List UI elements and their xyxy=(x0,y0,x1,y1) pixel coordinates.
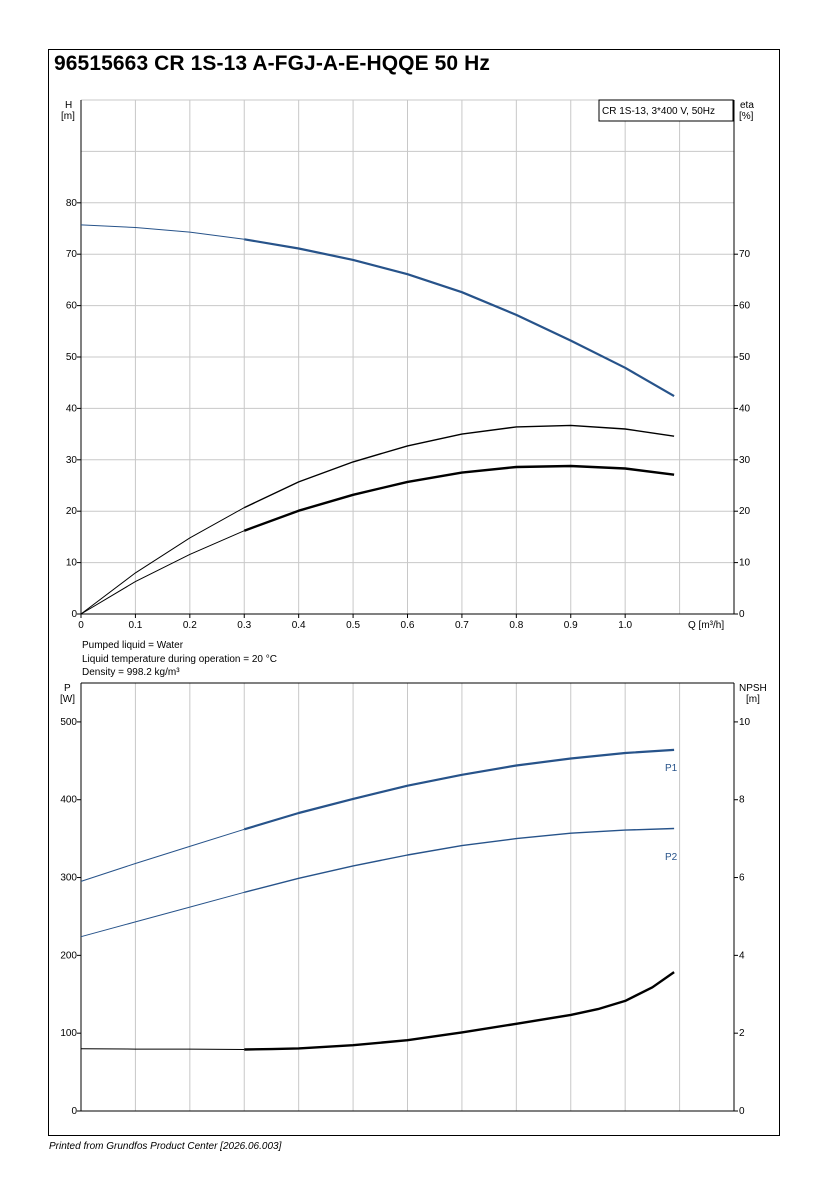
y-right-tick-label: 40 xyxy=(739,403,751,414)
y-left-tick-label: 60 xyxy=(66,301,78,312)
head-curve-thin xyxy=(80,224,245,240)
x-tick-label: 0.8 xyxy=(509,620,523,631)
y-left-tick-label: 0 xyxy=(71,609,77,620)
y-right-tick-label: 0 xyxy=(739,609,745,620)
y-left-label-name: H xyxy=(65,100,72,111)
datasheet-frame xyxy=(48,49,780,1136)
legend-box xyxy=(598,99,734,122)
efficiency-curve-secondary xyxy=(243,464,675,532)
y-left-label-unit: [W] xyxy=(60,694,75,705)
y-right-tick-label: 2 xyxy=(739,1028,745,1039)
x-tick-label: 0.9 xyxy=(564,620,578,631)
y-left-tick-label: 0 xyxy=(71,1106,77,1117)
efficiency-curve xyxy=(244,424,675,509)
y-right-tick-label: 4 xyxy=(739,950,745,961)
y-left-tick-label: 300 xyxy=(60,873,77,884)
x-tick-label: 0.5 xyxy=(346,620,360,631)
y-left-label-name: P xyxy=(64,683,71,694)
x-axis-label: Q [m³/h] xyxy=(688,620,724,631)
y-left-tick-label: 30 xyxy=(66,455,78,466)
y-right-tick-label: 70 xyxy=(739,249,751,260)
y-right-tick-label: 30 xyxy=(739,455,751,466)
legend-box-label: CR 1S-13, 3*400 V, 50Hz xyxy=(602,106,715,117)
p2-series-label: P2 xyxy=(665,852,678,863)
y-left-tick-label: 400 xyxy=(60,795,77,806)
y-left-tick-label: 80 xyxy=(66,198,78,209)
y-right-tick-label: 10 xyxy=(739,717,751,728)
note-density: Density = 998.2 kg/m³ xyxy=(82,667,180,678)
y-right-label-unit: [m] xyxy=(746,694,760,705)
x-tick-label: 0.3 xyxy=(237,620,251,631)
npsh-curve xyxy=(244,971,675,1051)
x-tick-label: 0.7 xyxy=(455,620,469,631)
y-left-tick-label: 70 xyxy=(66,249,78,260)
y-right-tick-label: 20 xyxy=(739,506,751,517)
efficiency-curve-thin xyxy=(80,507,245,615)
y-right-tick-label: 8 xyxy=(739,795,745,806)
p2-power-curve-thin xyxy=(80,891,245,938)
y-right-tick-label: 60 xyxy=(739,301,751,312)
head-curve xyxy=(244,238,675,398)
y-left-tick-label: 50 xyxy=(66,352,78,363)
head-efficiency-chart: 0 10 20 30 40 50 60 70 80 0 10 20 30 40 50 60 70 0 0.1 0.2 0… xyxy=(61,99,754,631)
y-left-label-unit: [m] xyxy=(61,111,75,122)
y-right-label-unit: [%] xyxy=(739,111,754,122)
efficiency-curve-secondary-thin xyxy=(80,530,245,615)
p1-power-curve xyxy=(243,748,675,831)
y-right-tick-label: 10 xyxy=(739,558,751,569)
y-right-tick-label: 0 xyxy=(739,1106,745,1117)
x-tick-label: 1.0 xyxy=(618,620,632,631)
y-left-tick-label: 100 xyxy=(60,1028,77,1039)
npsh-curve-thin xyxy=(80,1048,245,1050)
note-pumped-liquid: Pumped liquid = Water xyxy=(82,640,184,651)
y-left-tick-label: 20 xyxy=(66,506,78,517)
x-tick-label: 0.2 xyxy=(183,620,197,631)
note-liquid-temperature: Liquid temperature during operation = 20… xyxy=(82,654,277,665)
y-left-tick-label: 10 xyxy=(66,558,78,569)
p1-power-curve-thin xyxy=(80,828,245,882)
y-left-tick-label: 40 xyxy=(66,403,78,414)
power-npsh-chart: 0 100 200 300 400 500 0 2 4 6 8 10 P [W] NPSH [m] P… xyxy=(60,682,767,1117)
x-tick-label: 0 xyxy=(78,620,84,631)
y-right-label-name: eta xyxy=(740,100,754,111)
y-right-tick-label: 6 xyxy=(739,873,745,884)
liquid-notes: Pumped liquid = Water Liquid temperature… xyxy=(82,640,277,678)
p1-series-label: P1 xyxy=(665,763,678,774)
y-right-tick-label: 50 xyxy=(739,352,751,363)
x-tick-label: 0.1 xyxy=(128,620,142,631)
print-footer: Printed from Grundfos Product Center [20… xyxy=(49,1141,282,1152)
y-left-tick-label: 500 xyxy=(60,717,77,728)
x-tick-label: 0.4 xyxy=(292,620,306,631)
y-right-label-name: NPSH xyxy=(739,683,767,694)
page-title: 96515663 CR 1S-13 A-FGJ-A-E-HQQE 50 Hz xyxy=(54,52,491,75)
p2-power-curve xyxy=(244,827,675,893)
x-tick-label: 0.6 xyxy=(401,620,415,631)
y-left-tick-label: 200 xyxy=(60,950,77,961)
